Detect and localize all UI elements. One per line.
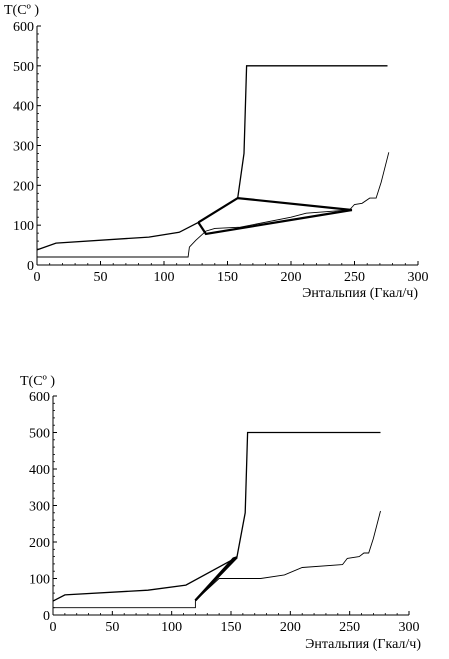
chart-0-y-axis-title: T(Cº ) [4,3,39,18]
chart-0-x-tick-label: 150 [217,270,238,285]
chart-0-y-tick-label: 600 [13,20,34,35]
chart-0-x-tick-label: 50 [94,270,108,285]
chart-0-series-cold-composite [37,152,390,258]
chart-0-x-tick-label: 0 [34,270,41,285]
chart-1-x-tick-label: 100 [161,620,182,635]
chart-1-y-tick-label: 600 [29,390,50,405]
chart-bottom: 0 50 100 150 200 250 300 0 100 200 300 400 500 600T(C… [20,374,421,652]
chart-1-y-tick-label: 100 [29,573,50,588]
chart-1-y-tick-label: 500 [29,427,50,442]
chart-0-series-heat-exchange-link [197,208,353,236]
chart-1-series-heat-exchange-link [194,556,238,602]
chart-0-y-tick-label: 100 [13,219,34,234]
chart-1-x-tick-label: 0 [50,620,57,635]
chart-1-series-hot-composite [52,431,381,602]
chart-0-x-tick-label: 100 [154,270,175,285]
chart-0-x-tick-label: 300 [408,270,429,285]
chart-0-y-tick-label: 0 [27,259,34,274]
chart-0-x-tick-label: 200 [281,270,302,285]
chart-0-x-axis-title: Энтальпия (Гкал/ч) [302,286,418,301]
chart-1-x-tick-label: 50 [105,620,119,635]
chart-0-y-tick-label: 500 [13,60,34,75]
chart-0-y-tick-label: 400 [13,100,34,115]
chart-1-x-tick-label: 150 [221,620,242,635]
chart-0-x-tick-label: 250 [344,270,365,285]
chart-1-y-tick-label: 300 [29,500,50,515]
chart-1-y-tick-label: 200 [29,536,50,551]
chart-1-x-tick-label: 300 [399,620,420,635]
chart-top: 0 50 100 150 200 250 300 0 100 200 300 400 500 600 T(C… [4,3,429,301]
chart-0-y-tick-label: 200 [13,179,34,194]
chart-1-x-tick-label: 200 [280,620,301,635]
chart-0-y-tick-label: 300 [13,140,34,155]
chart-1-y-tick-label: 400 [29,463,50,478]
chart-1-y-tick-label: 0 [43,609,50,624]
chart-1-y-axis-title: T(Cº ) [20,374,55,389]
chart-0-series-hot-composite [36,65,388,251]
chart-1-x-axis-title: Энтальпия (Гкал/ч) [305,637,421,652]
chart-0-series-heat-exchange-link [197,196,353,224]
chart-1-x-tick-label: 250 [339,620,360,635]
